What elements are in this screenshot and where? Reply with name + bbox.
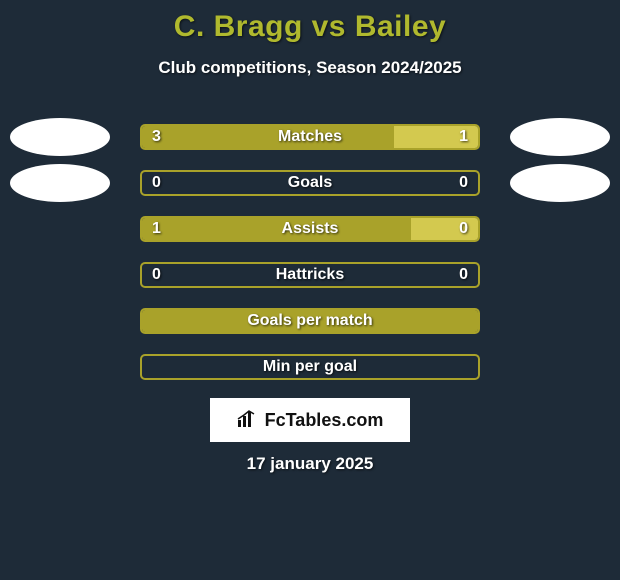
stat-row: 10Assists	[0, 204, 620, 250]
stat-bar: 31Matches	[140, 124, 480, 150]
stat-label: Matches	[142, 126, 478, 148]
player-avatar-right	[510, 164, 610, 202]
stat-row: Goals per match	[0, 296, 620, 342]
comparison-subtitle: Club competitions, Season 2024/2025	[0, 58, 620, 78]
stat-bar: 00Goals	[140, 170, 480, 196]
stat-bar: Min per goal	[140, 354, 480, 380]
stat-row: 00Goals	[0, 158, 620, 204]
stat-label: Min per goal	[142, 356, 478, 378]
stat-row: 31Matches	[0, 112, 620, 158]
stat-label: Goals per match	[142, 310, 478, 332]
comparison-title: C. Bragg vs Bailey	[0, 0, 620, 44]
snapshot-date: 17 january 2025	[0, 454, 620, 474]
stat-row: Min per goal	[0, 342, 620, 388]
stat-bar: Goals per match	[140, 308, 480, 334]
stat-label: Hattricks	[142, 264, 478, 286]
logo-text: FcTables.com	[265, 410, 384, 431]
player-avatar-left	[10, 164, 110, 202]
stat-label: Goals	[142, 172, 478, 194]
player-avatar-right	[510, 118, 610, 156]
stat-bar: 00Hattricks	[140, 262, 480, 288]
stat-bar: 10Assists	[140, 216, 480, 242]
stat-row: 00Hattricks	[0, 250, 620, 296]
stat-label: Assists	[142, 218, 478, 240]
player-avatar-left	[10, 118, 110, 156]
fctables-logo: FcTables.com	[210, 398, 410, 442]
chart-icon	[237, 410, 259, 431]
stats-container: 31Matches 00Goals 10Assists 00Hattricks Goal…	[0, 112, 620, 388]
